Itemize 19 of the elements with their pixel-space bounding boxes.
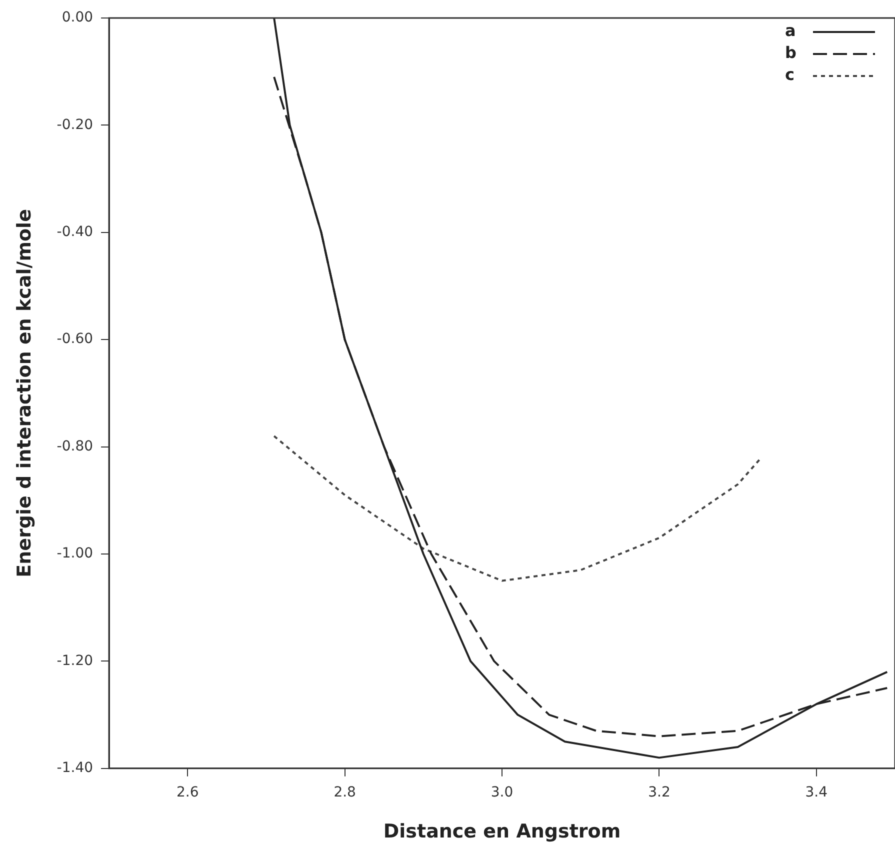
line-series [273, 435, 762, 582]
x-axis-title: Distance en Angstrom [383, 820, 621, 843]
y-tick-label: -1.40 [56, 760, 94, 776]
legend-label: b [785, 43, 796, 62]
y-tick-label: -0.80 [56, 438, 94, 454]
x-tick-label: 3.2 [648, 784, 670, 800]
y-tick-label: -0.20 [56, 116, 94, 133]
y-axis-title: Energie d interaction en kcal/mole [13, 209, 36, 578]
x-tick-label: 3.4 [805, 784, 828, 800]
y-tick-label: -1.20 [56, 652, 94, 669]
legend-label: c [785, 65, 794, 84]
y-tick-label: 0.00 [62, 10, 94, 26]
x-tick-label: 3.0 [490, 784, 514, 800]
y-tick-label: -0.60 [56, 331, 94, 348]
legend-label: a [785, 21, 796, 40]
x-tick-label: 2.8 [334, 784, 356, 800]
y-tick-label: -0.40 [56, 224, 94, 240]
x-tick-label: 2.6 [176, 784, 199, 800]
y-tick-label: -1.00 [56, 546, 94, 562]
